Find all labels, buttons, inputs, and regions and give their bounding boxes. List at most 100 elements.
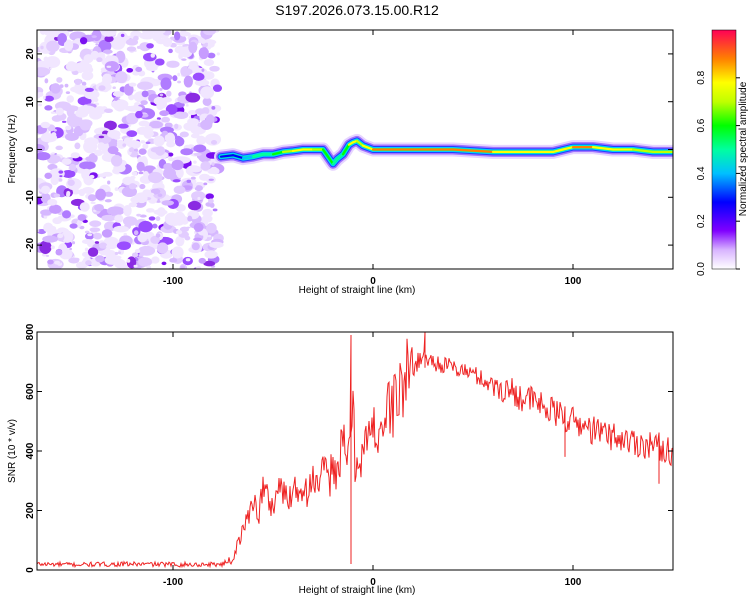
noise-blob — [110, 154, 123, 167]
noise-blob — [53, 193, 61, 198]
noise-blob — [57, 233, 64, 239]
noise-blob — [148, 216, 156, 221]
ridge-core-segment — [231, 154, 245, 160]
noise-blob — [130, 175, 136, 180]
noise-blob — [44, 78, 49, 84]
noise-blob — [61, 170, 76, 178]
noise-blob — [133, 104, 139, 108]
noise-blob — [94, 149, 104, 156]
noise-blob — [96, 57, 103, 63]
colorbar-tick-label: 0.6 — [696, 118, 707, 132]
ridge-core-segment — [591, 146, 615, 151]
noise-blob — [77, 214, 87, 221]
noise-blob — [37, 229, 40, 233]
noise-blob — [37, 67, 51, 76]
noise-blob — [162, 167, 176, 180]
ridge-core-segment — [219, 154, 235, 158]
noise-blob — [63, 105, 79, 112]
noise-blob — [134, 248, 141, 254]
noise-blob — [187, 200, 202, 211]
noise-blob — [137, 81, 154, 91]
noise-blob — [148, 171, 163, 184]
ridge-core-segment — [561, 146, 575, 151]
noise-blob — [100, 30, 117, 37]
noise-blob — [120, 33, 125, 38]
noise-blob — [190, 176, 196, 180]
x-tick-label: 0 — [370, 276, 376, 287]
noise-blob — [201, 107, 210, 115]
noise-blob — [103, 120, 117, 131]
noise-blob — [91, 35, 97, 38]
noise-blob — [203, 59, 215, 67]
noise-blob — [173, 31, 181, 41]
noise-blob — [127, 139, 141, 149]
noise-blob — [46, 40, 60, 53]
noise-blob — [171, 159, 184, 171]
noise-blob — [187, 118, 199, 125]
noise-blob — [175, 230, 183, 235]
noise-blob — [159, 93, 164, 97]
colorbar-tick-label: 0.8 — [696, 70, 707, 84]
noise-blob — [163, 162, 173, 171]
noise-blob — [138, 220, 153, 233]
noise-blob — [107, 129, 121, 139]
noise-blob — [55, 249, 63, 256]
noise-blob — [40, 121, 51, 129]
noise-blob — [138, 70, 146, 77]
noise-blob — [161, 200, 175, 206]
noise-blob — [107, 180, 111, 185]
y-tick-label: 200 — [25, 502, 36, 519]
noise-blob — [99, 242, 108, 249]
noise-blob — [166, 60, 180, 68]
y-tick-label: -10 — [25, 190, 36, 205]
noise-blob — [128, 137, 134, 140]
noise-blob — [150, 53, 156, 58]
noise-blob — [74, 142, 81, 150]
noise-blob — [81, 168, 92, 181]
noise-blob — [71, 241, 76, 245]
noise-blob — [117, 123, 129, 129]
noise-blob — [160, 77, 172, 90]
noise-blob — [203, 30, 216, 36]
noise-blob — [102, 138, 107, 142]
y-tick-label: 10 — [25, 96, 36, 108]
noise-blob — [40, 209, 52, 216]
noise-blob — [164, 122, 173, 128]
noise-blob — [200, 119, 213, 130]
noise-blob — [128, 94, 135, 101]
x-tick-label: 100 — [565, 577, 582, 588]
noise-blob — [169, 257, 178, 263]
noise-blob — [143, 170, 149, 178]
noise-blob — [189, 67, 195, 70]
noise-blob — [138, 120, 150, 127]
noise-blob — [54, 260, 61, 265]
noise-blob — [77, 96, 92, 106]
noise-blob — [135, 193, 148, 204]
noise-blob — [200, 161, 211, 171]
noise-blob — [51, 155, 61, 163]
noise-blob — [131, 252, 139, 258]
ridge-core-segment — [551, 148, 565, 153]
noise-blob — [102, 73, 113, 86]
snr-y-label: SNR (10 * v/v) — [7, 419, 18, 483]
noise-blob — [67, 179, 75, 186]
noise-blob — [45, 254, 50, 257]
noise-blob — [153, 135, 165, 147]
noise-blob — [83, 89, 100, 100]
noise-blob — [37, 229, 47, 235]
noise-blob — [150, 30, 160, 34]
noise-blob — [205, 193, 214, 200]
noise-blob — [70, 86, 85, 93]
noise-blob — [55, 145, 63, 151]
noise-blob — [98, 85, 106, 91]
noise-blob — [202, 71, 215, 80]
noise-blob — [188, 41, 198, 54]
noise-blob — [202, 208, 213, 218]
colorbar: 0.0 0.2 0.4 0.6 0.8 Normalized spectral ampl… — [696, 29, 749, 276]
noise-blob — [139, 184, 146, 190]
noise-blob — [193, 144, 207, 153]
x-tick-label: 100 — [565, 276, 582, 287]
noise-blob — [57, 33, 67, 44]
noise-blob — [207, 235, 212, 238]
